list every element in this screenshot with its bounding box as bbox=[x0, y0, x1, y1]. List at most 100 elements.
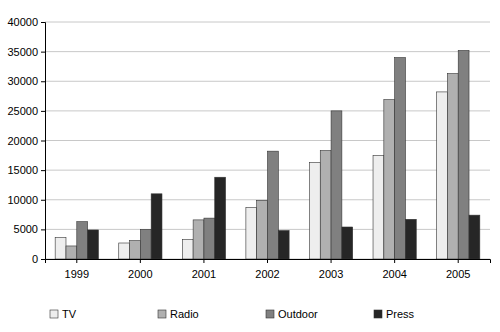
x-tick: 2000 bbox=[128, 259, 152, 280]
y-tick-mark bbox=[41, 229, 45, 230]
x-tick-mark bbox=[76, 259, 77, 263]
y-tick-mark bbox=[41, 111, 45, 112]
y-tick-label: 5000 bbox=[14, 223, 38, 235]
bar bbox=[405, 219, 416, 259]
plot: 0 5000 10000 15000 20000 25000 30000 35000 40000… bbox=[7, 16, 490, 280]
y-tick-mark bbox=[41, 200, 45, 201]
x-tick-label: 2001 bbox=[192, 268, 216, 280]
x-tick-label: 2002 bbox=[255, 268, 279, 280]
y-tick-label: 30000 bbox=[7, 75, 38, 87]
bar bbox=[77, 222, 88, 259]
y-tick: 5000 bbox=[14, 223, 45, 235]
legend-label: Radio bbox=[170, 308, 199, 320]
legend-item: Outdoor bbox=[266, 308, 318, 320]
y-tick: 35000 bbox=[7, 46, 45, 58]
y-tick: 0 bbox=[32, 253, 45, 265]
bar bbox=[395, 58, 406, 259]
y-tick-mark bbox=[41, 170, 45, 171]
bar bbox=[331, 111, 342, 259]
x-tick-mark bbox=[331, 259, 332, 263]
legend: TV Radio Outdoor Press bbox=[50, 308, 415, 320]
x-axis-line bbox=[46, 260, 491, 264]
y-axis: 0 5000 10000 15000 20000 25000 30000 35000 40000 bbox=[7, 16, 45, 265]
bar bbox=[384, 100, 395, 259]
x-tick: 1999 bbox=[65, 259, 89, 280]
y-tick-label: 25000 bbox=[7, 105, 38, 117]
chart: 0 5000 10000 15000 20000 25000 30000 35000 40000… bbox=[0, 0, 500, 332]
bar bbox=[182, 239, 193, 259]
bar bbox=[437, 92, 448, 259]
legend-swatch bbox=[266, 310, 274, 318]
y-tick-label: 10000 bbox=[7, 194, 38, 206]
grid-line bbox=[45, 81, 490, 82]
y-tick: 40000 bbox=[7, 16, 45, 28]
x-tick-label: 2000 bbox=[128, 268, 152, 280]
x-tick-mark bbox=[458, 259, 459, 263]
bar bbox=[373, 155, 384, 259]
x-tick: 2003 bbox=[319, 259, 343, 280]
legend-item: TV bbox=[50, 308, 77, 320]
bar bbox=[193, 220, 204, 259]
legend-item: Press bbox=[374, 308, 415, 320]
bar bbox=[215, 177, 226, 259]
y-tick-label: 35000 bbox=[7, 46, 38, 58]
x-tick-mark bbox=[394, 259, 395, 263]
bar bbox=[469, 215, 480, 259]
y-tick-label: 15000 bbox=[7, 164, 38, 176]
y-tick: 10000 bbox=[7, 194, 45, 206]
bar bbox=[278, 231, 289, 259]
bar bbox=[447, 74, 458, 259]
x-tick: 2004 bbox=[382, 259, 406, 280]
bar bbox=[140, 229, 151, 259]
bars bbox=[55, 50, 480, 259]
x-tick-label: 2005 bbox=[446, 268, 470, 280]
x-tick-mark bbox=[203, 259, 204, 263]
y-tick: 15000 bbox=[7, 164, 45, 176]
x-tick: 2001 bbox=[192, 259, 216, 280]
bar bbox=[257, 200, 268, 259]
legend-swatch bbox=[374, 310, 382, 318]
bar bbox=[130, 241, 141, 259]
x-tick: 2002 bbox=[255, 259, 279, 280]
x-tick-mark bbox=[267, 259, 268, 263]
legend-item: Radio bbox=[158, 308, 199, 320]
bar bbox=[342, 227, 353, 259]
bar bbox=[320, 151, 331, 259]
legend-label: Outdoor bbox=[278, 308, 318, 320]
y-tick-mark bbox=[41, 81, 45, 82]
x-tick-label: 2003 bbox=[319, 268, 343, 280]
x-tick-mark bbox=[140, 259, 141, 263]
y-tick-mark bbox=[41, 259, 45, 260]
bar bbox=[309, 162, 320, 259]
legend-label: Press bbox=[386, 308, 415, 320]
grid bbox=[45, 22, 490, 259]
bar bbox=[66, 246, 77, 259]
legend-swatch bbox=[50, 310, 58, 318]
y-tick: 30000 bbox=[7, 75, 45, 87]
bar bbox=[119, 243, 130, 259]
bar bbox=[55, 238, 66, 259]
bar bbox=[246, 207, 257, 259]
bar bbox=[458, 50, 469, 259]
y-tick: 25000 bbox=[7, 105, 45, 117]
x-tick: 2005 bbox=[446, 259, 470, 280]
y-tick-label: 20000 bbox=[7, 135, 38, 147]
y-tick-label: 0 bbox=[32, 253, 38, 265]
bar bbox=[151, 194, 162, 259]
legend-label: TV bbox=[62, 308, 77, 320]
x-tick-label: 1999 bbox=[65, 268, 89, 280]
bar bbox=[204, 218, 215, 259]
y-tick-mark bbox=[41, 52, 45, 53]
y-tick-mark bbox=[41, 141, 45, 142]
y-tick: 20000 bbox=[7, 135, 45, 147]
legend-swatch bbox=[158, 310, 166, 318]
y-tick-mark bbox=[41, 22, 45, 23]
x-axis: 1999 2000 2001 2002 2003 2004 2005 bbox=[46, 259, 491, 280]
bar bbox=[88, 230, 99, 259]
grid-line bbox=[45, 22, 490, 23]
x-tick-label: 2004 bbox=[382, 268, 406, 280]
y-tick-label: 40000 bbox=[7, 16, 38, 28]
grid-line bbox=[45, 110, 490, 111]
grid-line bbox=[45, 51, 490, 52]
y-axis-line bbox=[41, 23, 46, 260]
